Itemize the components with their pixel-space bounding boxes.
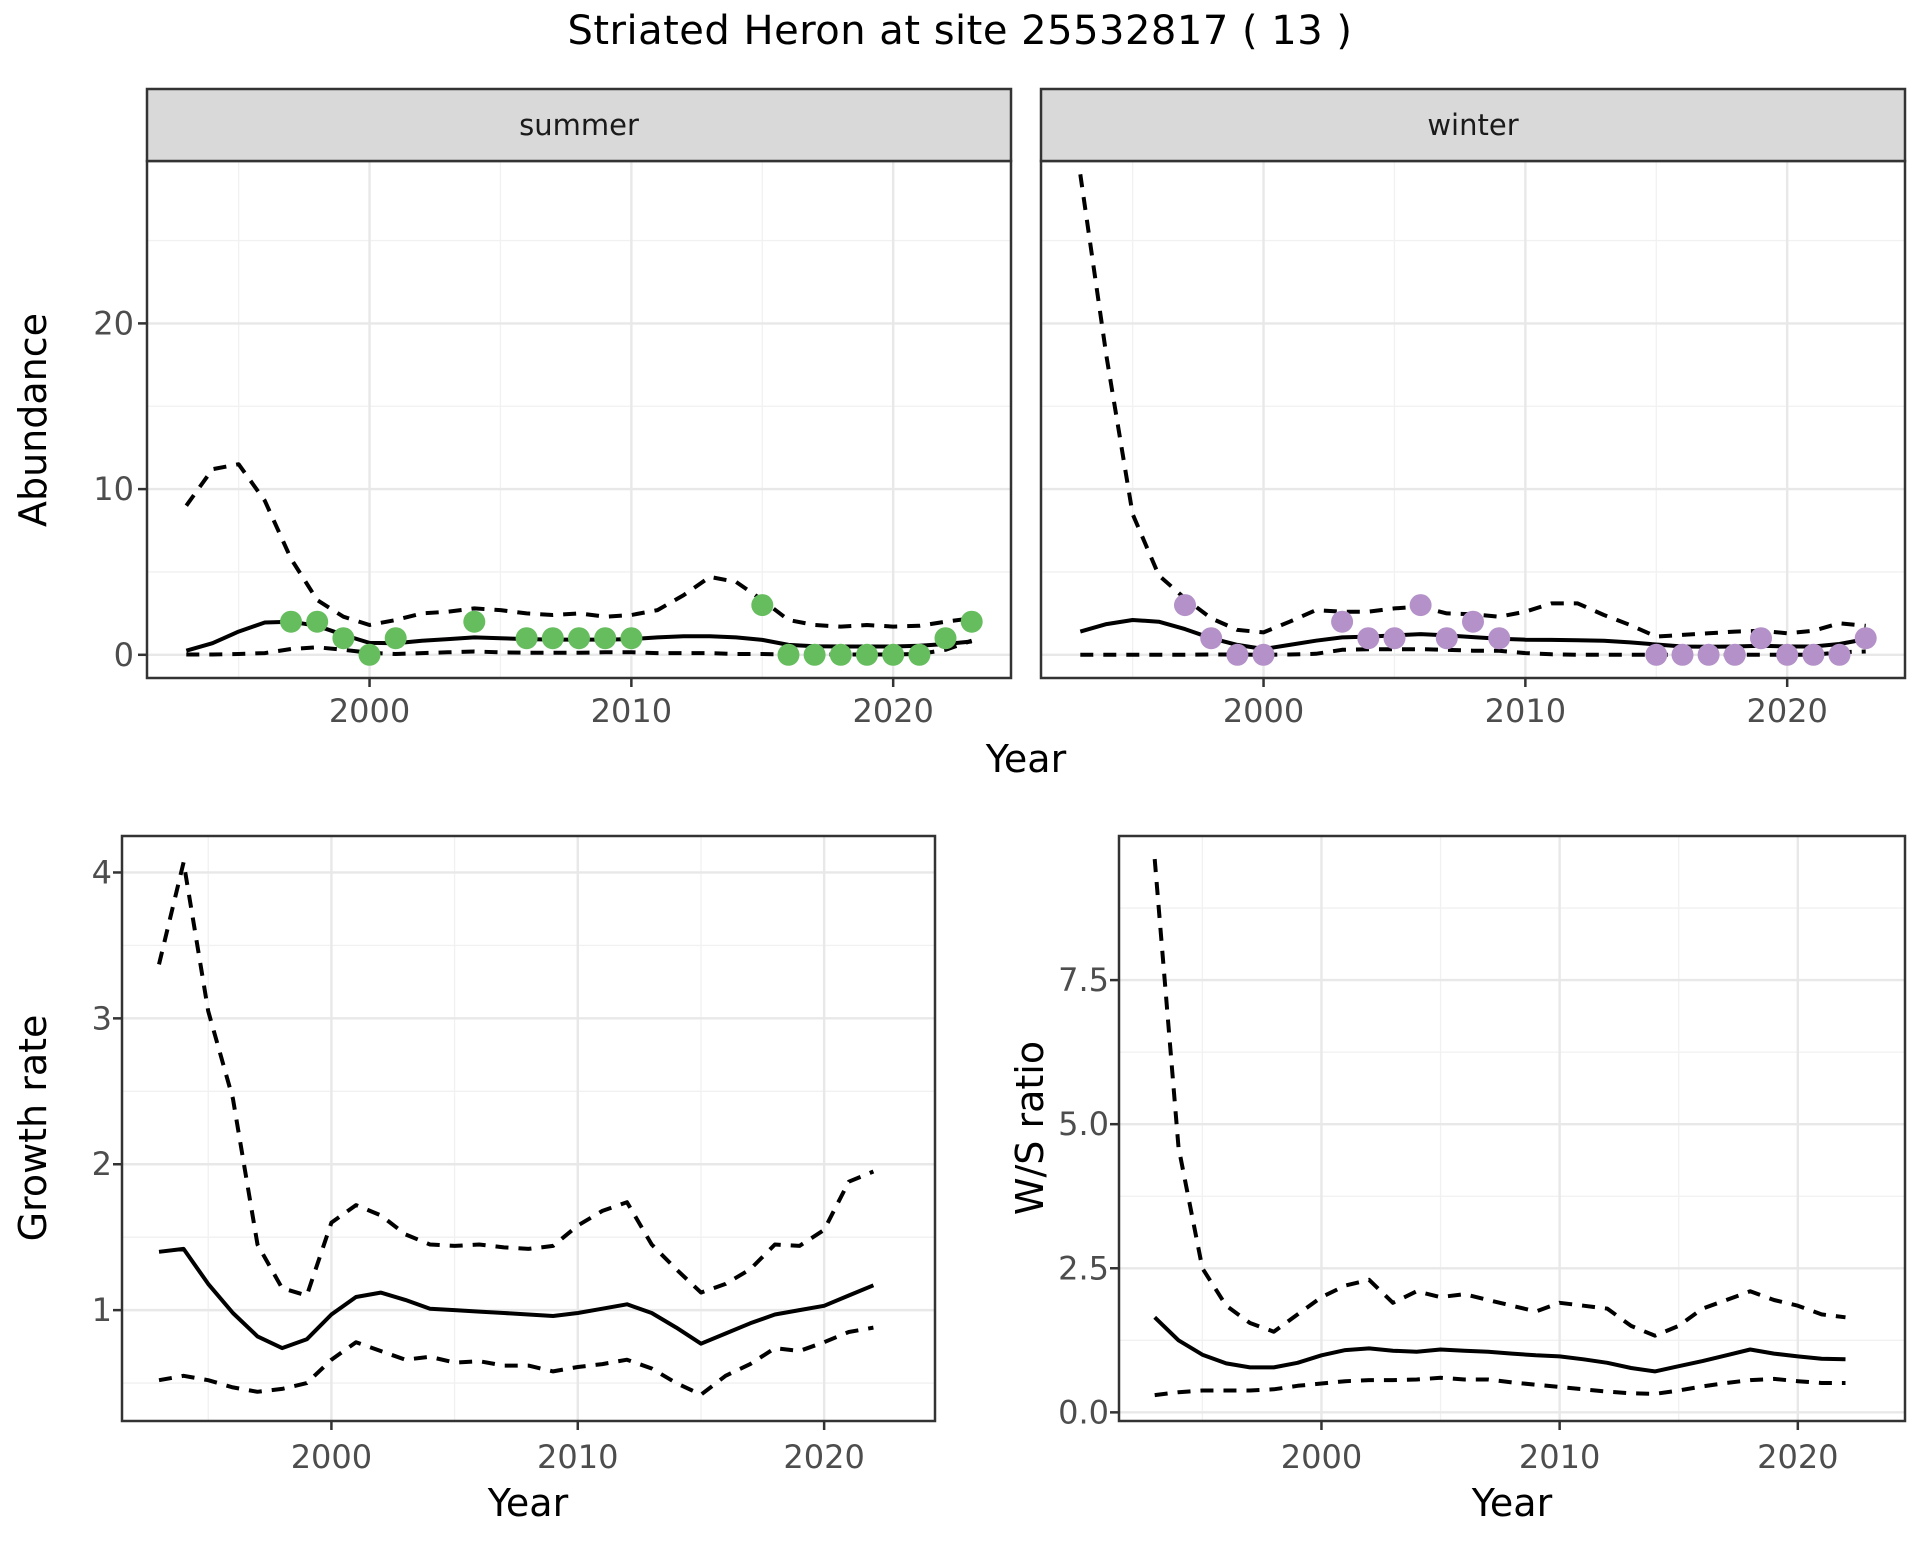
facet-strip-summer — [145, 87, 1013, 163]
series-abundance-summer — [184, 462, 983, 666]
data-point — [280, 610, 302, 633]
panel-border — [145, 159, 1013, 680]
y-axis-title-abundance: Abundance — [11, 313, 55, 527]
data-point — [1357, 627, 1380, 650]
x-tick-label: 2010 — [1519, 1438, 1600, 1476]
x-tick-label: 2020 — [1746, 692, 1827, 730]
x-tick-label: 2010 — [1485, 692, 1566, 730]
y-tick-label: 7.5 — [1058, 961, 1109, 999]
y-axis-title-growth-rate: Growth rate — [11, 1015, 55, 1242]
data-point — [960, 610, 983, 633]
x-tick-label: 2000 — [291, 1438, 372, 1476]
x-tick-label: 2020 — [783, 1438, 864, 1476]
panel-abundance-summer: 2000 2010 2020 0 10 20 summer — [93, 87, 1013, 730]
x-axis-title-top: Year — [985, 737, 1067, 781]
series-growth-rate — [157, 860, 875, 1397]
data-point — [1331, 610, 1354, 633]
y-tick-label: 0 — [114, 636, 134, 674]
data-point — [1409, 594, 1432, 617]
series-abundance-winter — [1078, 174, 1877, 666]
data-point — [1435, 627, 1458, 650]
y-tick-label: 5.0 — [1058, 1105, 1109, 1143]
y-tick-label: 2.5 — [1058, 1249, 1109, 1287]
x-tick-label: 2000 — [1281, 1438, 1362, 1476]
series-ws-ratio — [1152, 858, 1846, 1398]
panel-border — [1039, 159, 1907, 680]
y-tick-label: 1 — [92, 1291, 112, 1329]
data-point — [777, 643, 800, 666]
x-axis-title-ws-ratio: Year — [1471, 1481, 1553, 1525]
data-point — [515, 627, 538, 650]
y-tick-label: 10 — [93, 470, 134, 508]
facet-strip-winter — [1039, 87, 1907, 163]
ci-lower-line — [1154, 1375, 1846, 1398]
data-point — [306, 610, 329, 633]
data-point — [1750, 627, 1772, 650]
facet-strip-label: winter — [1427, 108, 1518, 142]
x-tick-label: 2010 — [591, 692, 672, 730]
data-point — [1645, 643, 1668, 666]
data-point — [1671, 643, 1694, 666]
y-tick-label: 3 — [92, 999, 112, 1037]
panel-border — [1117, 834, 1907, 1423]
y-tick-label: 0.0 — [1058, 1393, 1109, 1431]
data-point — [384, 627, 407, 650]
data-point — [620, 627, 643, 650]
x-tick-label: 2020 — [1757, 1438, 1838, 1476]
data-point — [1174, 594, 1196, 617]
panel-border — [120, 834, 937, 1423]
panel-abundance-winter: 2000 2010 2020 winter — [1039, 87, 1907, 730]
data-point — [463, 610, 486, 633]
ci-upper-line — [1152, 858, 1846, 1338]
chart-title: Striated Heron at site 25532817 ( 13 ) — [567, 8, 1353, 54]
data-point — [1462, 610, 1484, 633]
data-point — [751, 594, 774, 617]
ci-upper-line — [184, 462, 972, 629]
x-tick-label: 2000 — [329, 692, 410, 730]
x-tick-label: 2010 — [537, 1438, 618, 1476]
y-tick-label: 2 — [92, 1145, 112, 1183]
y-tick-label: 20 — [93, 304, 134, 342]
data-point — [1488, 627, 1511, 650]
x-axis-title-growth-rate: Year — [487, 1481, 569, 1525]
data-point — [1226, 643, 1249, 666]
data-point — [934, 627, 957, 650]
data-point — [1854, 627, 1877, 650]
data-point — [1200, 627, 1223, 650]
panel-ws-ratio: 2000 2010 2020 0.0 2.5 5.0 7.5 — [1058, 834, 1907, 1476]
data-point — [1383, 627, 1406, 650]
data-point — [568, 627, 590, 650]
data-point — [829, 643, 852, 666]
data-point — [803, 643, 826, 666]
x-tick-label: 2000 — [1223, 692, 1304, 730]
data-point — [332, 627, 355, 650]
data-point — [541, 627, 564, 650]
ci-upper-line — [157, 860, 875, 1298]
data-point — [1776, 643, 1799, 666]
data-point — [1723, 643, 1746, 666]
ci-upper-line — [1078, 174, 1866, 639]
y-tick-label: 4 — [92, 853, 112, 891]
data-point — [1802, 643, 1825, 666]
mean-line — [1153, 1315, 1846, 1374]
data-point — [594, 627, 617, 650]
data-point — [1697, 643, 1720, 666]
mean-line — [158, 1246, 875, 1351]
data-point — [856, 643, 878, 666]
data-point — [1252, 643, 1275, 666]
data-point — [908, 643, 931, 666]
facet-strip-label: summer — [519, 108, 639, 142]
y-axis-title-ws-ratio: W/S ratio — [1008, 1041, 1052, 1215]
data-point — [1828, 643, 1851, 666]
ci-lower-line — [158, 1325, 874, 1397]
x-tick-label: 2020 — [852, 692, 933, 730]
panel-growth-rate: 2000 2010 2020 1 2 3 4 — [92, 834, 937, 1476]
data-point — [882, 643, 905, 666]
data-point — [358, 643, 381, 666]
